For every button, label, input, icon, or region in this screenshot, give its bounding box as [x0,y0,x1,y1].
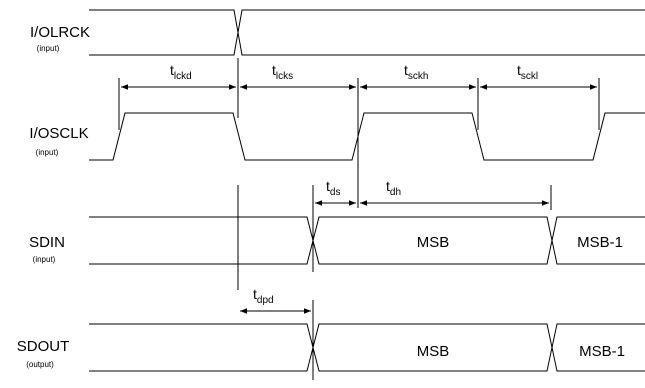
sclk-waveform [89,112,645,161]
label-t-sckl: tsckl [517,62,538,82]
sdin-field-msb: MSB [417,234,450,251]
lrck-waveform-high [89,9,645,56]
sdout-field-msb: MSB [417,343,450,360]
sdout-field-msb1: MSB-1 [579,343,625,360]
signal-direction-sclk: (input) [36,148,59,157]
sdout-waveform-a [89,323,645,372]
sdin-waveform-a [89,216,645,265]
label-t-dh: tdh [386,178,401,198]
sdout-waveform-b [89,323,645,372]
signal-label-sdout: SDOUT [17,338,70,355]
sdin-waveform-b [89,216,645,265]
sdin-field-msb1: MSB-1 [577,234,623,251]
label-t-lckd: tlckd [170,62,192,82]
signal-label-sdin: SDIN [29,234,65,251]
signal-direction-lrck: (input) [37,44,60,53]
label-t-dpd: tdpd [253,286,274,306]
signal-direction-sdout: (output) [26,360,54,369]
label-t-sckh: tsckh [404,62,428,82]
lrck-waveform-low [89,9,645,56]
label-t-lcks: tlcks [272,62,293,82]
signal-label-lrck: I/OLRCK [30,24,90,41]
signal-label-sclk: I/OSCLK [29,125,88,142]
label-t-ds: tds [326,178,340,198]
signal-direction-sdin: (input) [33,255,56,264]
